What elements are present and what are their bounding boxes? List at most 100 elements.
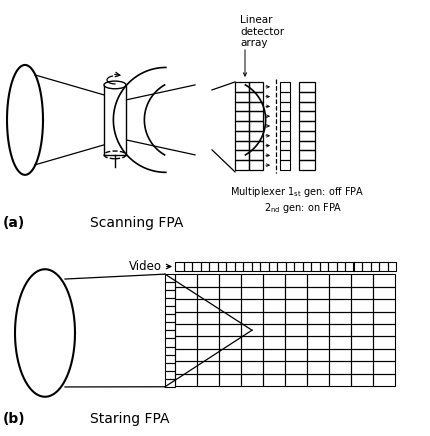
Bar: [299, 111, 315, 121]
Bar: [165, 354, 175, 363]
Bar: [219, 286, 241, 299]
Bar: [299, 160, 315, 170]
Bar: [175, 374, 197, 386]
Bar: [249, 160, 263, 170]
Bar: [294, 262, 302, 271]
Bar: [260, 262, 268, 271]
Bar: [337, 262, 345, 271]
Bar: [351, 324, 373, 337]
Bar: [263, 324, 285, 337]
Bar: [307, 274, 329, 286]
Bar: [175, 361, 197, 374]
Bar: [219, 324, 241, 337]
Bar: [307, 349, 329, 361]
Text: Scanning FPA: Scanning FPA: [90, 216, 183, 230]
Bar: [373, 374, 395, 386]
Bar: [351, 374, 373, 386]
Bar: [329, 361, 351, 374]
Bar: [218, 262, 226, 271]
Bar: [235, 121, 249, 131]
Bar: [299, 141, 315, 150]
Bar: [329, 299, 351, 311]
Bar: [353, 262, 362, 271]
Bar: [175, 274, 197, 286]
Bar: [241, 349, 263, 361]
Bar: [373, 311, 395, 324]
Bar: [249, 92, 263, 102]
Bar: [351, 349, 373, 361]
Bar: [241, 274, 263, 286]
Text: Staring FPA: Staring FPA: [90, 412, 169, 426]
Bar: [280, 160, 290, 170]
Bar: [280, 111, 290, 121]
Bar: [165, 274, 175, 282]
Bar: [329, 274, 351, 286]
Bar: [197, 311, 219, 324]
Bar: [175, 262, 184, 271]
Bar: [165, 338, 175, 347]
Bar: [373, 324, 395, 337]
Bar: [249, 82, 263, 92]
Bar: [263, 337, 285, 349]
Bar: [249, 121, 263, 131]
Bar: [285, 337, 307, 349]
Bar: [311, 262, 319, 271]
Bar: [299, 121, 315, 131]
Bar: [165, 322, 175, 330]
Bar: [307, 337, 329, 349]
Bar: [371, 262, 379, 271]
Bar: [286, 262, 294, 271]
Bar: [351, 337, 373, 349]
Bar: [197, 349, 219, 361]
Bar: [219, 299, 241, 311]
Bar: [373, 337, 395, 349]
Bar: [234, 262, 243, 271]
Bar: [226, 262, 234, 271]
Bar: [387, 262, 396, 271]
Bar: [285, 349, 307, 361]
Bar: [235, 111, 249, 121]
Bar: [165, 298, 175, 307]
Bar: [329, 337, 351, 349]
Bar: [219, 374, 241, 386]
Bar: [285, 286, 307, 299]
Bar: [351, 311, 373, 324]
Bar: [243, 262, 252, 271]
Bar: [263, 299, 285, 311]
Text: Multiplexer 1$_{\mathrm{st}}$ gen: off FPA
           2$_{\mathrm{nd}}$ gen: on : Multiplexer 1$_{\mathrm{st}}$ gen: off F…: [230, 185, 364, 215]
Bar: [197, 337, 219, 349]
Bar: [235, 102, 249, 111]
Bar: [299, 131, 315, 141]
Text: (b): (b): [3, 412, 26, 426]
Bar: [299, 150, 315, 160]
Bar: [373, 361, 395, 374]
Bar: [165, 347, 175, 354]
Bar: [351, 286, 373, 299]
Bar: [263, 311, 285, 324]
Bar: [165, 363, 175, 371]
Bar: [235, 131, 249, 141]
Bar: [351, 299, 373, 311]
Bar: [263, 349, 285, 361]
Bar: [307, 311, 329, 324]
Bar: [280, 131, 290, 141]
Bar: [329, 349, 351, 361]
Bar: [280, 121, 290, 131]
Text: (a): (a): [3, 216, 25, 230]
Text: Linear
detector
array: Linear detector array: [240, 15, 284, 48]
Bar: [200, 262, 209, 271]
Bar: [280, 141, 290, 150]
Bar: [104, 85, 126, 155]
Bar: [280, 102, 290, 111]
Bar: [165, 307, 175, 314]
Bar: [235, 150, 249, 160]
Ellipse shape: [104, 81, 126, 89]
Bar: [219, 349, 241, 361]
Bar: [175, 324, 197, 337]
Bar: [241, 324, 263, 337]
Bar: [299, 82, 315, 92]
Bar: [219, 274, 241, 286]
Bar: [184, 262, 192, 271]
Bar: [307, 299, 329, 311]
Bar: [299, 102, 315, 111]
